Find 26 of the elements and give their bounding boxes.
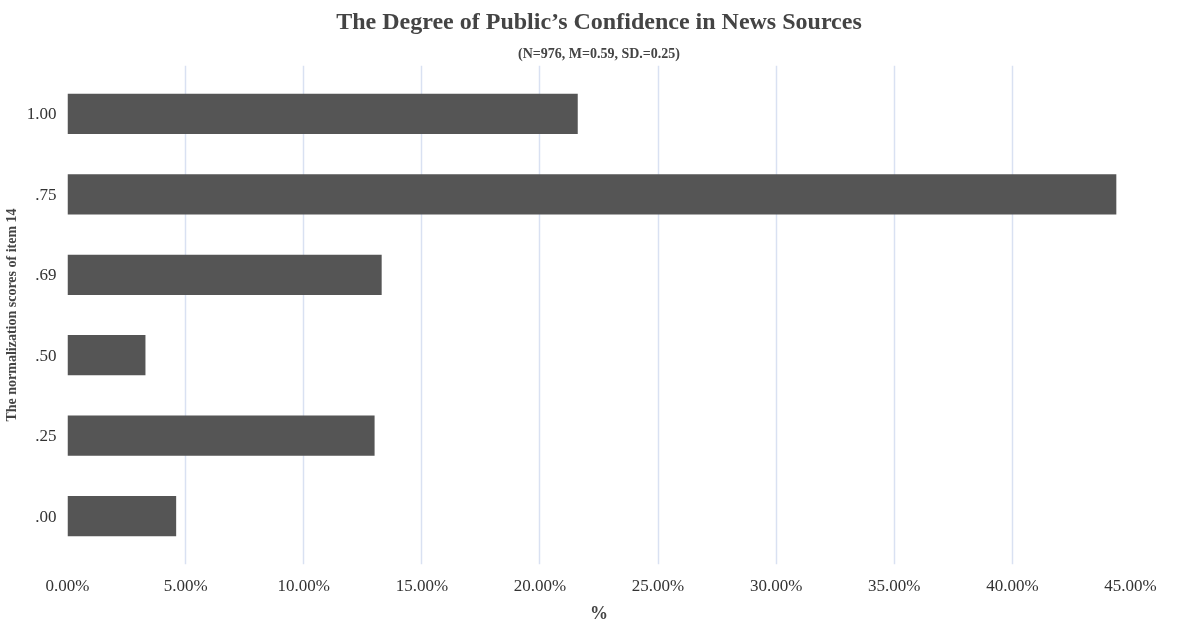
y-tick-label: .25 — [35, 426, 57, 446]
y-tick-label: .75 — [35, 184, 57, 204]
bar — [67, 415, 375, 456]
x-tick-label: 0.00% — [45, 575, 90, 595]
y-tick-label: 1.00 — [26, 104, 57, 124]
bar — [67, 254, 382, 295]
x-tick-label: 15.00% — [395, 575, 449, 595]
bar — [67, 93, 578, 134]
y-tick-label: .69 — [35, 265, 57, 285]
x-tick-label: 20.00% — [513, 575, 567, 595]
chart-title: The Degree of Public’s Confidence in News Sources — [336, 7, 862, 34]
bar — [67, 174, 1117, 215]
y-axis-title: The normalization scores of item 14 — [3, 208, 19, 422]
x-tick-label: 30.00% — [749, 575, 803, 595]
x-tick-label: 5.00% — [163, 575, 208, 595]
x-tick-label: 10.00% — [277, 575, 330, 595]
bar — [67, 496, 177, 537]
x-tick-label: 40.00% — [986, 575, 1039, 595]
chart-subtitle: (N=976, M=0.59, SD.=0.25) — [518, 45, 681, 62]
x-tick-label: 45.00% — [1104, 575, 1157, 595]
x-tick-label: 25.00% — [631, 575, 685, 595]
y-tick-label: .50 — [35, 345, 57, 365]
y-tick-label: .00 — [35, 506, 57, 526]
x-tick-label: 35.00% — [868, 575, 921, 595]
x-axis-title: % — [590, 602, 608, 623]
bar — [67, 335, 146, 376]
